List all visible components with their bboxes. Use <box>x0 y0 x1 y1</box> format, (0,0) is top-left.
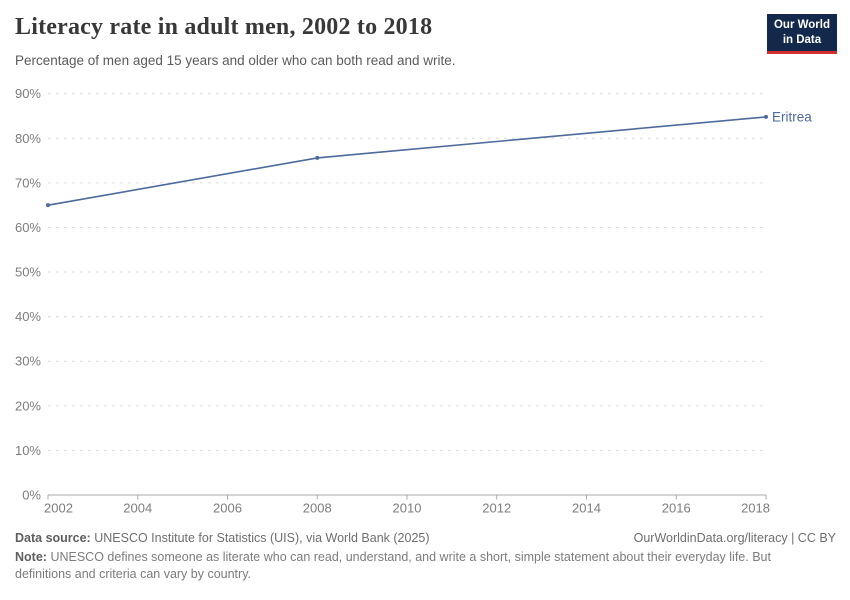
chart-subtitle: Percentage of men aged 15 years and olde… <box>15 53 456 68</box>
y-tick-label: 0% <box>22 488 41 503</box>
x-tick-label: 2002 <box>44 501 73 516</box>
y-tick-label: 30% <box>15 354 41 369</box>
data-point-eritrea-2018[interactable] <box>764 114 768 119</box>
data-source-text: UNESCO Institute for Statistics (UIS), v… <box>94 531 430 545</box>
page-title: Literacy rate in adult men, 2002 to 2018 <box>15 14 433 40</box>
owid-logo[interactable]: Our World in Data <box>766 14 837 54</box>
data-source: Data source: UNESCO Institute for Statis… <box>15 531 430 545</box>
y-tick-label: 70% <box>15 175 41 190</box>
data-source-label: Data source: <box>15 531 91 545</box>
x-tick-label: 2014 <box>572 501 601 516</box>
x-tick-label: 2006 <box>213 501 242 516</box>
literacy-line-chart[interactable]: 0% 10% 20% 30% 40% 50% 60% 70% 80% 90% 2002 2004 200… <box>0 80 850 528</box>
x-tick-label: 2010 <box>393 501 422 516</box>
y-tick-label: 40% <box>15 309 41 324</box>
note-text: UNESCO defines someone as literate who c… <box>15 550 771 582</box>
note-label: Note: <box>15 550 47 564</box>
x-tick-label: 2012 <box>482 501 511 516</box>
data-point-eritrea-2002[interactable] <box>46 203 50 208</box>
logo-line2: in Data <box>782 33 822 46</box>
x-tick-label: 2004 <box>123 501 152 516</box>
series-line-eritrea[interactable] <box>47 116 767 206</box>
y-tick-label: 60% <box>15 220 41 235</box>
entity-label-eritrea[interactable]: Eritrea <box>772 109 812 124</box>
x-tick-label: 2018 <box>741 501 770 516</box>
data-point-eritrea-2008[interactable] <box>315 155 320 160</box>
chart-footer: Data source: UNESCO Institute for Statis… <box>15 531 836 584</box>
y-tick-label: 20% <box>15 398 41 413</box>
x-tick-label: 2016 <box>662 501 691 516</box>
note: Note: UNESCO defines someone as literate… <box>15 549 815 584</box>
y-tick-label: 10% <box>15 443 41 458</box>
y-tick-label: 90% <box>15 86 41 101</box>
license-link[interactable]: OurWorldinData.org/literacy | CC BY <box>633 531 836 545</box>
x-tick-label: 2008 <box>303 501 332 516</box>
y-tick-label: 50% <box>15 265 41 280</box>
logo-line1: Our World <box>773 19 830 31</box>
y-tick-label: 80% <box>15 131 41 146</box>
